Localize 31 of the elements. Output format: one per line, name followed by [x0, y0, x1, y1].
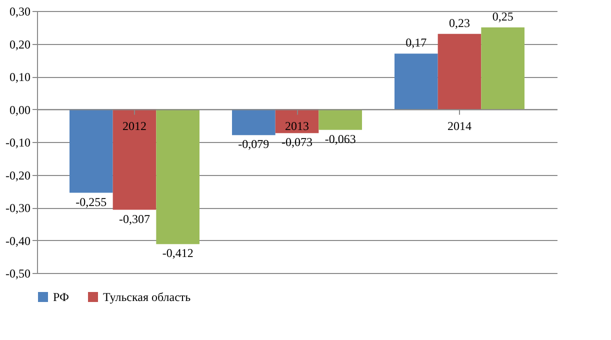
y-tick-label: 0,20 — [10, 37, 30, 52]
data-label: 0,25 — [492, 9, 514, 24]
bar — [481, 27, 524, 110]
y-tick-label: 0,00 — [10, 102, 30, 117]
data-label: -0,412 — [162, 246, 194, 260]
legend-label: Тульская область — [103, 290, 192, 304]
bar — [232, 109, 276, 136]
y-tick-label: -0,30 — [6, 201, 30, 215]
y-tick-label: -0,10 — [6, 136, 30, 150]
x-tick-label: 2013 — [285, 118, 309, 133]
y-tick-label: -0,20 — [6, 168, 30, 182]
bar — [156, 109, 200, 244]
y-tick-label: 0,10 — [10, 70, 30, 84]
data-label: -0,307 — [119, 212, 150, 226]
y-tick-label: 0,30 — [10, 4, 30, 18]
bar — [394, 54, 438, 110]
data-label: -0,255 — [76, 194, 107, 209]
y-tick-label: -0,40 — [6, 234, 30, 248]
bar — [438, 34, 482, 110]
data-label: -0,073 — [282, 135, 312, 150]
bar — [70, 109, 113, 193]
x-tick-label: 2012 — [122, 118, 146, 133]
y-tick-label: -0,50 — [6, 266, 30, 280]
x-tick-label: 2014 — [448, 118, 472, 133]
data-label: 0,23 — [449, 16, 470, 30]
data-label: 0,17 — [406, 36, 427, 50]
data-label: -0,063 — [324, 132, 356, 146]
bar — [318, 109, 362, 130]
data-label: -0,079 — [238, 137, 270, 152]
legend-label: РФ — [53, 290, 69, 304]
bar — [112, 109, 156, 210]
